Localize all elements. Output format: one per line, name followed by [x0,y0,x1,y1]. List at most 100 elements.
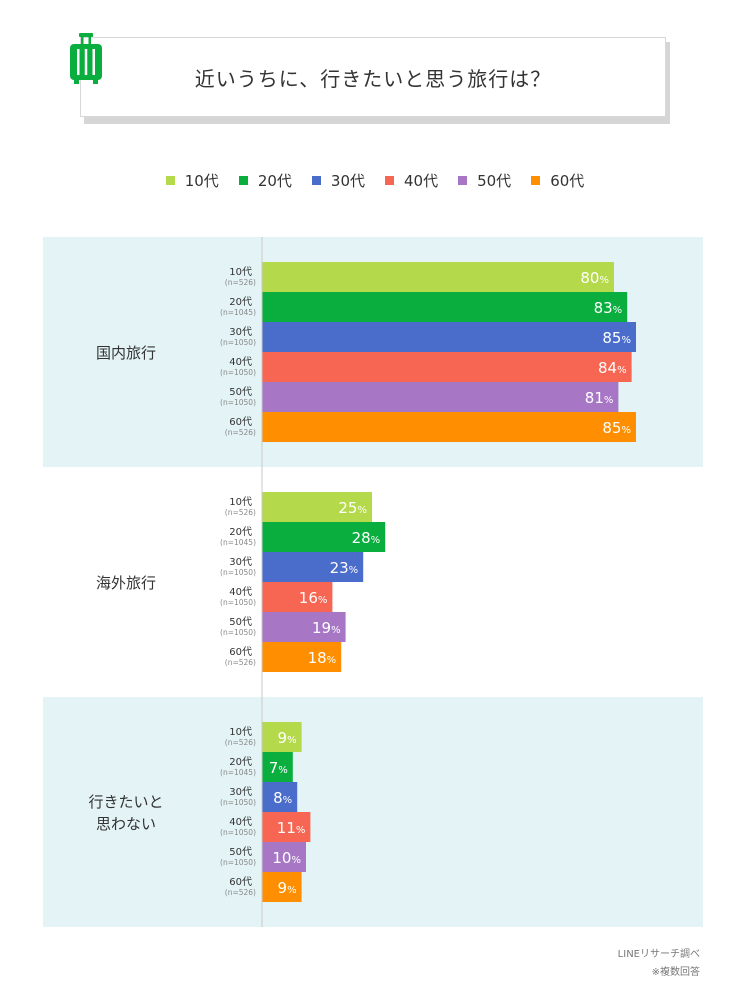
group-label: 国内旅行 [96,344,156,362]
bar [262,262,614,292]
legend-label: 40代 [404,172,439,190]
sample-size-label: (n=1045) [220,538,256,547]
sample-size-label: (n=1045) [220,308,256,317]
legend-swatch [311,176,321,185]
bar [262,322,636,352]
footer: LINEリサーチ調べ ※複数回答 [618,946,700,982]
age-tick-label: 10代 [229,726,252,738]
age-tick-label: 30代 [229,556,252,568]
legend-swatch [238,176,248,185]
bar [262,642,342,672]
bar-value-label: 7% [269,759,288,777]
bar [262,582,333,612]
sample-size-label: (n=526) [225,508,256,517]
bar-value-label: 84% [598,359,627,377]
bar-value-label: 8% [273,789,292,807]
panel-background [43,467,703,697]
legend-item-30s: 30代 [311,170,365,191]
legend: 10代 20代 30代 40代 50代 60代 [0,170,750,191]
age-tick-label: 40代 [229,816,252,828]
legend-item-50s: 50代 [458,170,511,191]
suitcase-icon [70,33,102,84]
bar-value-label: 23% [330,559,359,577]
sample-size-label: (n=526) [225,738,256,747]
age-tick-label: 60代 [229,416,252,428]
sample-size-label: (n=1050) [220,338,256,347]
age-tick-label: 30代 [229,326,252,338]
group-label: 海外旅行 [96,574,156,592]
bar [262,352,632,382]
legend-swatch [531,176,541,185]
legend-label: 50代 [477,172,512,190]
sample-size-label: (n=1050) [220,858,256,867]
legend-swatch [165,176,175,185]
age-tick-label: 40代 [229,356,252,368]
sample-size-label: (n=526) [225,278,256,287]
legend-item-60s: 60代 [531,170,584,191]
bar-value-label: 85% [602,329,631,347]
age-tick-label: 50代 [229,846,252,858]
sample-size-label: (n=526) [225,888,256,897]
sample-size-label: (n=1050) [220,798,256,807]
age-tick-label: 30代 [229,786,252,798]
sample-size-label: (n=526) [225,428,256,437]
bar [262,872,302,902]
bar [262,752,293,782]
age-tick-label: 20代 [229,296,252,308]
group-label: 行きたいと [88,793,163,811]
bar-value-label: 9% [278,729,297,747]
sample-size-label: (n=1050) [220,598,256,607]
group-label: 思わない [96,815,156,833]
bar-value-label: 80% [580,269,609,287]
bar [262,812,311,842]
bar [262,612,346,642]
bar [262,782,298,812]
bar-value-label: 81% [585,389,614,407]
bar-value-label: 10% [272,849,301,867]
bar [262,842,306,872]
bar [262,412,636,442]
sample-size-label: (n=1050) [220,368,256,377]
legend-swatch [385,176,394,185]
bar [262,522,386,552]
age-tick-label: 10代 [229,266,252,278]
sample-size-label: (n=1050) [220,398,256,407]
legend-item-40s: 40代 [385,170,438,191]
bar-value-label: 16% [299,589,328,607]
bar [262,292,628,322]
age-tick-label: 20代 [229,756,252,768]
sample-size-label: (n=526) [225,658,256,667]
age-tick-label: 60代 [229,876,252,888]
panel-background [43,697,703,927]
bar-value-label: 9% [278,879,297,897]
bar-value-label: 11% [277,819,306,837]
bar [262,722,302,752]
age-tick-label: 50代 [229,616,252,628]
bar-value-label: 19% [312,619,341,637]
sample-size-label: (n=1050) [220,828,256,837]
legend-label: 10代 [184,172,219,190]
bar [262,492,372,522]
bar-value-label: 18% [308,649,337,667]
bar-value-label: 83% [594,299,623,317]
age-tick-label: 10代 [229,496,252,508]
multiple-answer-note: ※複数回答 [651,967,700,978]
bar [262,382,619,412]
bar-value-label: 85% [602,419,631,437]
age-tick-label: 50代 [229,386,252,398]
chart-title: 近いうちに、行きたいと思う旅行は？ [194,66,552,91]
sample-size-label: (n=1045) [220,768,256,777]
sample-size-label: (n=1050) [220,628,256,637]
legend-swatch [458,176,468,185]
age-tick-label: 20代 [229,526,252,538]
legend-item-20s: 20代 [238,170,292,191]
legend-label: 30代 [330,172,365,190]
legend-item-10s: 10代 [165,170,219,191]
age-tick-label: 40代 [229,586,252,598]
sample-size-label: (n=1050) [220,568,256,577]
legend-label: 20代 [257,172,292,190]
age-tick-label: 60代 [229,646,252,658]
title-box: 近いうちに、行きたいと思う旅行は？ [80,37,666,117]
legend-label: 60代 [550,172,585,190]
